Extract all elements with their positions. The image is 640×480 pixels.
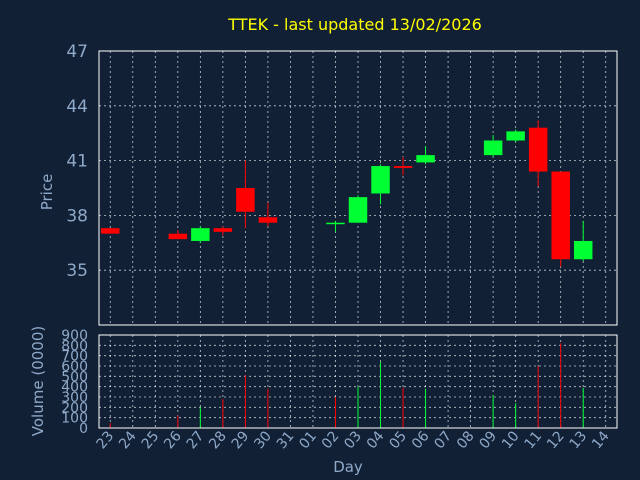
volume-tick-label: 900 xyxy=(61,328,88,344)
price-tick-label: 44 xyxy=(66,97,88,117)
date-tick-label: 03 xyxy=(341,428,365,452)
candlestick-series xyxy=(101,120,593,267)
volume-tick-label: 200 xyxy=(61,400,88,416)
candle-body xyxy=(191,228,210,241)
date-tick-label: 14 xyxy=(589,428,613,452)
candle-body xyxy=(101,228,120,234)
date-tick-label: 23 xyxy=(94,428,118,452)
volume-tick-label: 800 xyxy=(61,338,88,354)
date-tick-label: 12 xyxy=(544,428,568,452)
candle-body xyxy=(168,233,188,240)
candle-body xyxy=(348,197,368,223)
candle-body xyxy=(573,240,593,260)
candle-body xyxy=(483,140,503,156)
candle-body xyxy=(528,127,548,172)
date-tick-label: 10 xyxy=(499,428,523,452)
price-tick-label: 41 xyxy=(66,152,88,172)
price-axis-title: Price xyxy=(38,174,56,211)
date-axis-ticks: 2324252627282930310102030405060708091011… xyxy=(94,428,613,452)
day-axis-title: Day xyxy=(333,458,363,476)
candle-body xyxy=(326,222,345,225)
price-tick-label: 47 xyxy=(66,42,88,62)
date-tick-label: 04 xyxy=(364,428,388,452)
candle-body xyxy=(416,155,435,163)
date-tick-label: 05 xyxy=(386,428,410,452)
volume-tick-label: 600 xyxy=(61,359,88,375)
volume-plot-frame xyxy=(98,334,618,429)
price-plot-frame xyxy=(98,50,618,326)
candle-body xyxy=(393,166,413,168)
candle-body xyxy=(506,131,525,141)
date-tick-label: 27 xyxy=(184,428,208,452)
date-tick-label: 25 xyxy=(139,428,163,452)
date-tick-label: 13 xyxy=(567,428,591,452)
volume-series xyxy=(109,343,584,428)
price-axis-ticks: 35 38 41 44 47 xyxy=(66,42,88,281)
price-tick-label: 35 xyxy=(66,261,88,281)
candle-body xyxy=(371,166,390,194)
date-tick-label: 07 xyxy=(431,428,455,452)
candle-body xyxy=(258,217,278,223)
date-tick-label: 09 xyxy=(476,428,500,452)
date-tick-label: 01 xyxy=(296,428,320,452)
volume-tick-label: 0 xyxy=(79,421,88,437)
volume-tick-label: 700 xyxy=(61,349,88,365)
date-tick-label: 29 xyxy=(229,428,253,452)
volume-tick-label: 400 xyxy=(61,380,88,396)
date-tick-label: 06 xyxy=(409,428,433,452)
candle-body xyxy=(236,188,255,212)
volume-axis-title: Volume (0000) xyxy=(29,326,47,436)
date-tick-label: 11 xyxy=(522,428,546,452)
volume-tick-label: 100 xyxy=(61,411,88,427)
volume-tick-label: 500 xyxy=(61,369,88,385)
price-grid xyxy=(99,50,617,325)
volume-tick-label: 300 xyxy=(61,390,88,406)
date-tick-label: 02 xyxy=(319,428,343,452)
date-tick-label: 28 xyxy=(206,428,230,452)
date-tick-label: 30 xyxy=(251,428,275,452)
price-tick-label: 38 xyxy=(66,206,88,226)
date-tick-label: 26 xyxy=(161,428,185,452)
date-tick-label: 08 xyxy=(454,428,478,452)
chart-title: TTEK - last updated 13/02/2026 xyxy=(227,15,482,34)
candle-body xyxy=(551,171,570,260)
date-tick-label: 24 xyxy=(116,428,140,452)
candle-body xyxy=(213,228,233,232)
date-tick-label: 31 xyxy=(274,428,298,452)
